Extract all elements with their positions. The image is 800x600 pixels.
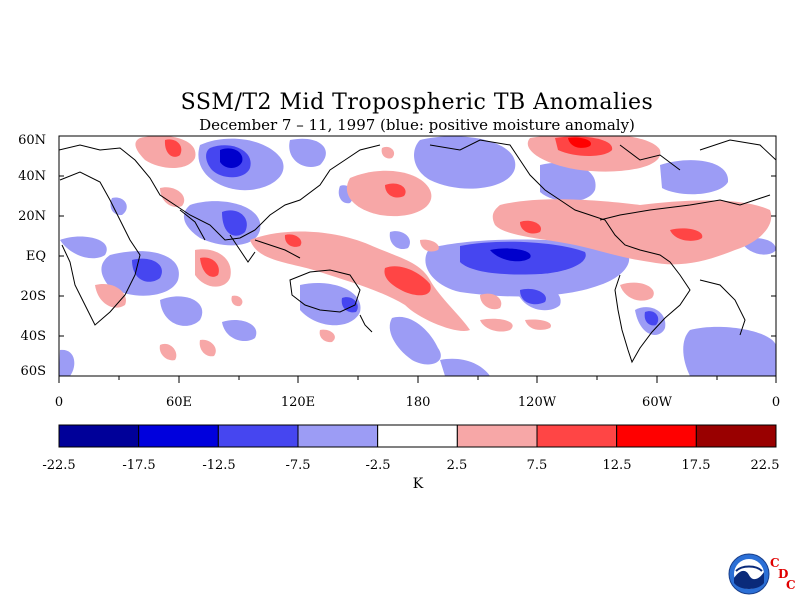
lon-label: 180	[405, 395, 431, 410]
colorbar-cell	[616, 424, 697, 448]
colorbar-label: -7.5	[285, 458, 311, 473]
lat-label: 20N	[18, 209, 46, 224]
lon-ticks	[58, 376, 777, 383]
colorbar-label: 12.5	[602, 458, 632, 473]
colorbar-cell	[217, 424, 299, 448]
lon-label: 120W	[517, 395, 557, 410]
colorbar-label: -22.5	[42, 458, 76, 473]
cdc-letter: C	[770, 556, 780, 570]
colorbar-label: -12.5	[202, 458, 236, 473]
lat-label: 60N	[18, 133, 46, 148]
colorbar-label: 22.5	[750, 458, 780, 473]
colorbar-cell	[536, 424, 618, 448]
colorbar-cell	[456, 424, 538, 448]
lat-label: EQ	[25, 249, 46, 264]
lon-label: 60W	[642, 395, 672, 410]
noaa-logo	[728, 553, 770, 595]
anomaly-field	[59, 136, 776, 376]
colorbar-cell	[138, 424, 219, 448]
colorbar-label: 17.5	[681, 458, 711, 473]
cdc-letter: C	[786, 578, 796, 592]
colorbar-cell	[695, 424, 777, 448]
lon-label: 0	[771, 395, 781, 410]
colorbar-units: K	[412, 476, 424, 492]
lat-label: 20S	[20, 289, 46, 304]
strong-negative-anomalies	[220, 148, 531, 262]
lon-label: 0	[54, 395, 64, 410]
colorbar-label: 7.5	[526, 458, 548, 473]
colorbar-label: -17.5	[122, 458, 156, 473]
lat-label: 40S	[20, 329, 46, 344]
colorbar-label: -2.5	[365, 458, 391, 473]
lat-ticks	[59, 135, 776, 377]
lat-label: 40N	[18, 169, 46, 184]
lat-label: 60S	[20, 364, 46, 379]
colorbar	[58, 424, 777, 448]
strong-positive-anomalies	[568, 137, 591, 148]
cdc-letter: D	[778, 567, 789, 581]
lon-label: 120E	[280, 395, 316, 410]
chart-subtitle: December 7 – 11, 1997 (blue: positive mo…	[199, 116, 635, 134]
lon-label: 60E	[165, 395, 193, 410]
colorbar-label: 2.5	[446, 458, 468, 473]
chart-title: SSM/T2 Mid Tropospheric TB Anomalies	[180, 90, 654, 115]
colorbar-cell	[377, 424, 458, 448]
colorbar-cell	[297, 424, 379, 448]
coastlines	[59, 139, 776, 364]
colorbar-cell	[58, 424, 140, 448]
